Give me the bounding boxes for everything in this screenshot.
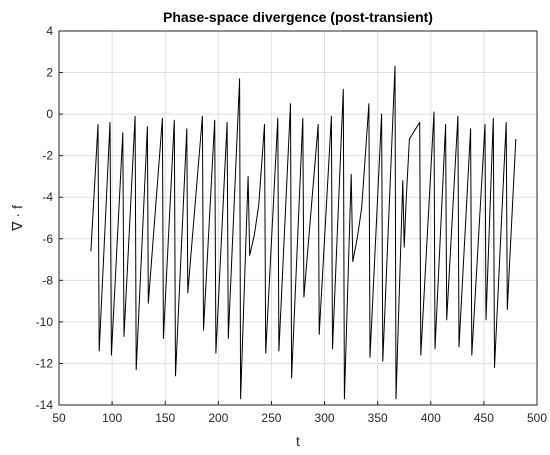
y-tick-label: -12 [36, 356, 54, 370]
plot-frame [58, 30, 538, 406]
x-tick-label: 100 [102, 411, 122, 425]
y-tick-label: -4 [42, 190, 53, 204]
y-tick-label: 4 [46, 24, 53, 38]
x-tick-label: 250 [261, 411, 281, 425]
x-tick-label: 300 [315, 411, 335, 425]
y-tick-label: -6 [42, 232, 53, 246]
x-tick-label: 450 [474, 411, 494, 425]
y-axis-title: ∇ · f [9, 205, 25, 232]
y-tick-label: -14 [36, 398, 54, 412]
x-tick-label: 150 [155, 411, 175, 425]
y-tick-label: -8 [42, 273, 53, 287]
tick-marks [58, 30, 538, 406]
y-tick-label: 0 [46, 107, 53, 121]
series-layer [90, 65, 517, 400]
x-tick-label: 200 [208, 411, 228, 425]
series-line [90, 65, 517, 400]
y-tick-label: 2 [46, 66, 53, 80]
x-axis-title: t [296, 433, 300, 449]
chart-title: Phase-space divergence (post-transient) [163, 9, 433, 25]
tick-labels: 50 100 150 200 250 300 350 400 450 500 -14 -12 -10 -8… [36, 24, 548, 425]
grid-lines [58, 30, 538, 406]
x-tick-label: 50 [52, 411, 66, 425]
y-tick-label: -2 [42, 149, 53, 163]
x-tick-label: 350 [368, 411, 388, 425]
y-tick-label: -10 [36, 315, 54, 329]
x-tick-label: 400 [421, 411, 441, 425]
x-tick-label: 500 [527, 411, 547, 425]
